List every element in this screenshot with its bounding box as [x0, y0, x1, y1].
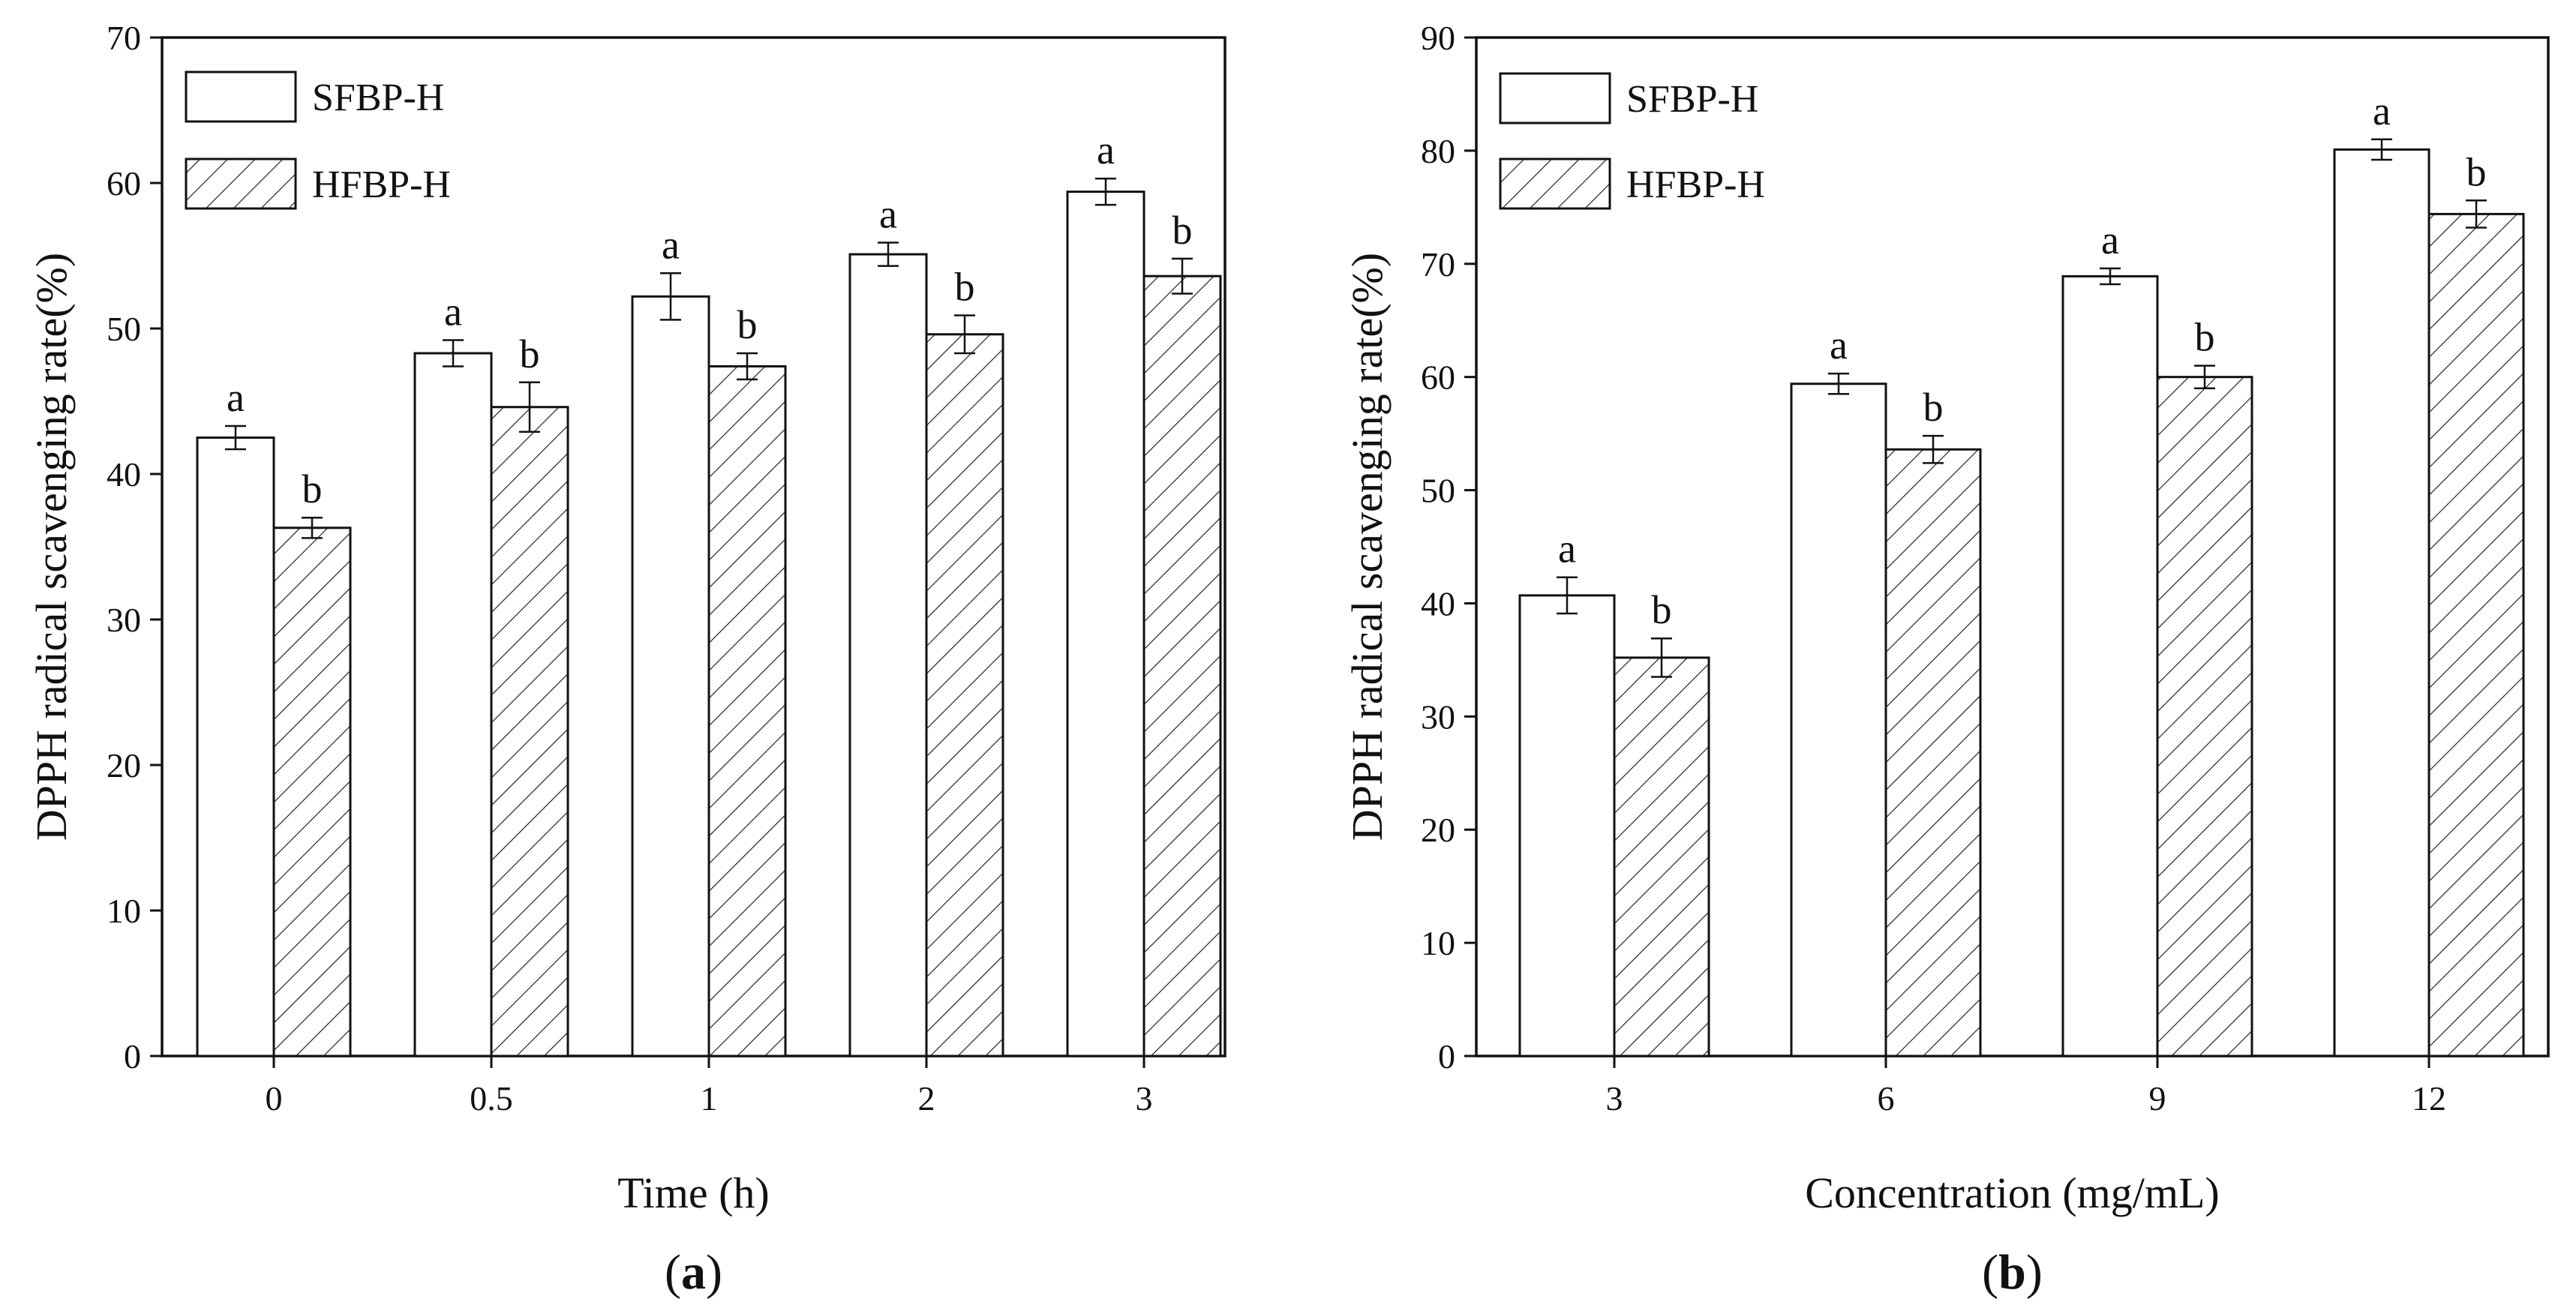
- legend-label-hfbp-h: HFBP-H: [1626, 164, 1765, 206]
- bar-sfbp-h: [196, 436, 275, 1058]
- y-tick-label: 30: [1421, 698, 1455, 736]
- bar-hfbp-h: [925, 333, 1004, 1058]
- y-tick-label: 70: [107, 19, 141, 57]
- significance-letter: a: [1558, 526, 1576, 572]
- significance-letter: b: [520, 332, 540, 376]
- significance-letter: a: [2101, 218, 2119, 262]
- panel-label-letter: b: [1998, 1245, 2026, 1300]
- y-tick-label: 10: [107, 892, 141, 930]
- significance-letter: b: [1652, 587, 1672, 632]
- y-tick-label: 40: [107, 455, 141, 494]
- x-axis-title: Time (h): [617, 1168, 770, 1217]
- bar-hfbp-h: [490, 406, 569, 1058]
- bar-hfbp-h: [1884, 448, 1982, 1058]
- x-tick-label: 2: [918, 1079, 935, 1118]
- bar-hfbp-h: [1613, 656, 1710, 1058]
- x-tick-label: 12: [2412, 1079, 2446, 1118]
- significance-letter: a: [1830, 322, 1848, 368]
- plot-frame: [1475, 36, 2550, 1058]
- bar-sfbp-h: [1066, 190, 1145, 1058]
- x-tick-label: 0.5: [470, 1079, 513, 1118]
- bar-sfbp-h: [631, 295, 710, 1058]
- y-tick-label: 60: [107, 164, 141, 202]
- significance-letter: b: [1172, 208, 1193, 253]
- panel-label-close: ): [2026, 1245, 2043, 1300]
- bar-hfbp-h: [2427, 212, 2525, 1058]
- legend-swatch-sfbp-h: [1499, 72, 1611, 124]
- significance-letter: b: [737, 302, 758, 347]
- x-tick-label: 3: [1136, 1079, 1153, 1118]
- y-tick-label: 80: [1421, 132, 1455, 170]
- legend-label-sfbp-h: SFBP-H: [312, 76, 444, 119]
- bar-hfbp-h: [707, 364, 787, 1058]
- chart-b: 0 10 20 30 40 50 60 70 80 90 DPPH radical scavengi…: [1343, 19, 2550, 1300]
- bar-sfbp-h: [2333, 148, 2430, 1058]
- y-tick-label: 0: [124, 1037, 141, 1076]
- significance-letter: b: [2466, 149, 2487, 194]
- y-tick-label: 60: [1421, 358, 1455, 397]
- significance-letter: a: [2373, 88, 2391, 134]
- x-tick-label: 3: [1606, 1079, 1623, 1118]
- bar-sfbp-h: [413, 352, 493, 1058]
- legend-swatch-sfbp-h: [185, 70, 297, 123]
- legend-label-sfbp-h: SFBP-H: [1626, 78, 1758, 121]
- x-tick-label: 1: [701, 1079, 718, 1118]
- panel-label-letter: a: [681, 1245, 706, 1300]
- bar-sfbp-h: [2061, 274, 2159, 1058]
- y-tick-label: 20: [1421, 811, 1455, 849]
- bar-sfbp-h: [1518, 594, 1616, 1058]
- legend-swatch-hfbp-h: [185, 158, 297, 210]
- significance-letter: a: [227, 375, 245, 420]
- y-tick-label: 30: [107, 601, 141, 639]
- bar-hfbp-h: [2156, 376, 2253, 1058]
- panel-label-close: ): [706, 1245, 722, 1300]
- legend: SFBP-H HFBP-H: [185, 70, 451, 210]
- significance-letter: b: [955, 265, 975, 310]
- panel-label: (b): [1982, 1245, 2043, 1300]
- y-tick-label: 50: [107, 310, 141, 348]
- panel-label-open: (: [1982, 1245, 1998, 1300]
- significance-letter: a: [444, 290, 462, 334]
- legend-label-hfbp-h: HFBP-H: [312, 164, 451, 206]
- significance-letter: a: [1097, 128, 1115, 172]
- significance-letter: a: [662, 222, 680, 267]
- x-tick-label: 0: [266, 1079, 283, 1118]
- y-axis-title: DPPH radical scavenging rate(%): [1343, 253, 1392, 841]
- y-axis-title: DPPH radical scavenging rate(%): [27, 253, 76, 841]
- y-tick-label: 0: [1438, 1037, 1455, 1076]
- y-tick-label: 50: [1421, 472, 1455, 510]
- significance-letter: b: [1923, 385, 1944, 430]
- y-tick-label: 70: [1421, 245, 1455, 284]
- legend: SFBP-H HFBP-H: [1499, 72, 1765, 210]
- bar-hfbp-h: [272, 526, 352, 1058]
- x-tick-label: 9: [2149, 1079, 2166, 1118]
- significance-letter: b: [2195, 315, 2215, 360]
- bar-sfbp-h: [1790, 382, 1887, 1058]
- significance-letter: b: [302, 466, 323, 512]
- x-tick-label: 6: [1878, 1079, 1895, 1118]
- y-tick-label: 90: [1421, 19, 1455, 57]
- significance-letter: a: [879, 192, 897, 237]
- y-tick-label: 20: [107, 746, 141, 784]
- panel-label: (a): [665, 1245, 722, 1300]
- bar-sfbp-h: [848, 253, 928, 1058]
- x-axis-title: Concentration (mg/mL): [1805, 1168, 2219, 1217]
- legend-swatch-hfbp-h: [1499, 158, 1611, 210]
- panel-label-open: (: [665, 1245, 681, 1300]
- bar-hfbp-h: [1142, 274, 1222, 1058]
- y-tick-label: 40: [1421, 584, 1455, 622]
- y-tick-label: 10: [1421, 924, 1455, 962]
